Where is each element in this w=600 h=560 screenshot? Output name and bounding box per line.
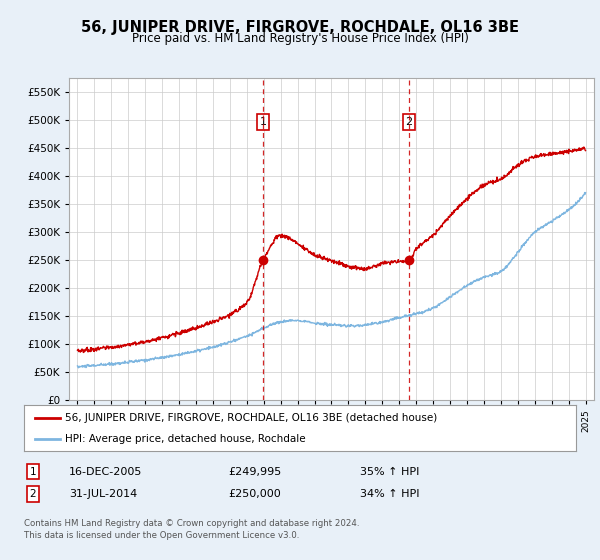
Text: 56, JUNIPER DRIVE, FIRGROVE, ROCHDALE, OL16 3BE: 56, JUNIPER DRIVE, FIRGROVE, ROCHDALE, O…	[81, 20, 519, 35]
Text: 2: 2	[406, 117, 413, 127]
Text: £249,995: £249,995	[228, 466, 281, 477]
Text: Price paid vs. HM Land Registry's House Price Index (HPI): Price paid vs. HM Land Registry's House …	[131, 32, 469, 45]
Text: HPI: Average price, detached house, Rochdale: HPI: Average price, detached house, Roch…	[65, 435, 306, 444]
Text: 1: 1	[29, 466, 37, 477]
Text: 35% ↑ HPI: 35% ↑ HPI	[360, 466, 419, 477]
Text: £250,000: £250,000	[228, 489, 281, 499]
Text: 31-JUL-2014: 31-JUL-2014	[69, 489, 137, 499]
Text: 34% ↑ HPI: 34% ↑ HPI	[360, 489, 419, 499]
Text: 1: 1	[260, 117, 266, 127]
Text: 2: 2	[29, 489, 37, 499]
Text: 16-DEC-2005: 16-DEC-2005	[69, 466, 142, 477]
Text: 56, JUNIPER DRIVE, FIRGROVE, ROCHDALE, OL16 3BE (detached house): 56, JUNIPER DRIVE, FIRGROVE, ROCHDALE, O…	[65, 413, 437, 423]
Text: Contains HM Land Registry data © Crown copyright and database right 2024.
This d: Contains HM Land Registry data © Crown c…	[24, 519, 359, 540]
